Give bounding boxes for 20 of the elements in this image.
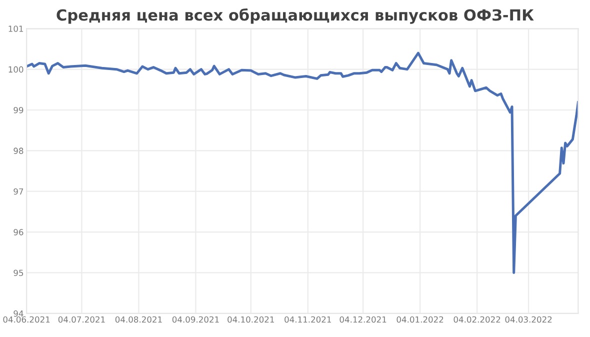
y-tick-label: 99 — [14, 106, 24, 114]
y-tick-label: 95 — [14, 270, 24, 276]
x-tick-label: 04.06.2021 — [3, 316, 50, 323]
y-tick-label: 98 — [14, 148, 24, 154]
y-tick-label: 101 — [8, 26, 23, 32]
chart-title: Средняя цена всех обращающихся выпусков ОФЗ-ПК — [56, 8, 534, 24]
x-tick-label: 04.01.2022 — [396, 316, 444, 323]
x-tick-label: 04.12.2021 — [340, 316, 386, 323]
x-tick-label: 04.11.2021 — [284, 316, 331, 323]
x-tick-label: 04.02.2022 — [454, 316, 500, 323]
line-series — [26, 52, 578, 274]
x-tick-label: 04.08.2021 — [115, 316, 162, 323]
y-tick-label: 94 — [14, 310, 24, 317]
x-tick-label: 04.03.2022 — [505, 316, 552, 323]
x-tick-label: 04.09.2021 — [172, 316, 219, 323]
x-tick-label: 04.10.2021 — [228, 316, 274, 323]
x-tick-label: 04.07.2021 — [58, 316, 105, 323]
y-tick-label: 96 — [14, 229, 24, 236]
y-tick-label: 97 — [14, 188, 24, 195]
y-tick-label: 100 — [8, 66, 24, 73]
